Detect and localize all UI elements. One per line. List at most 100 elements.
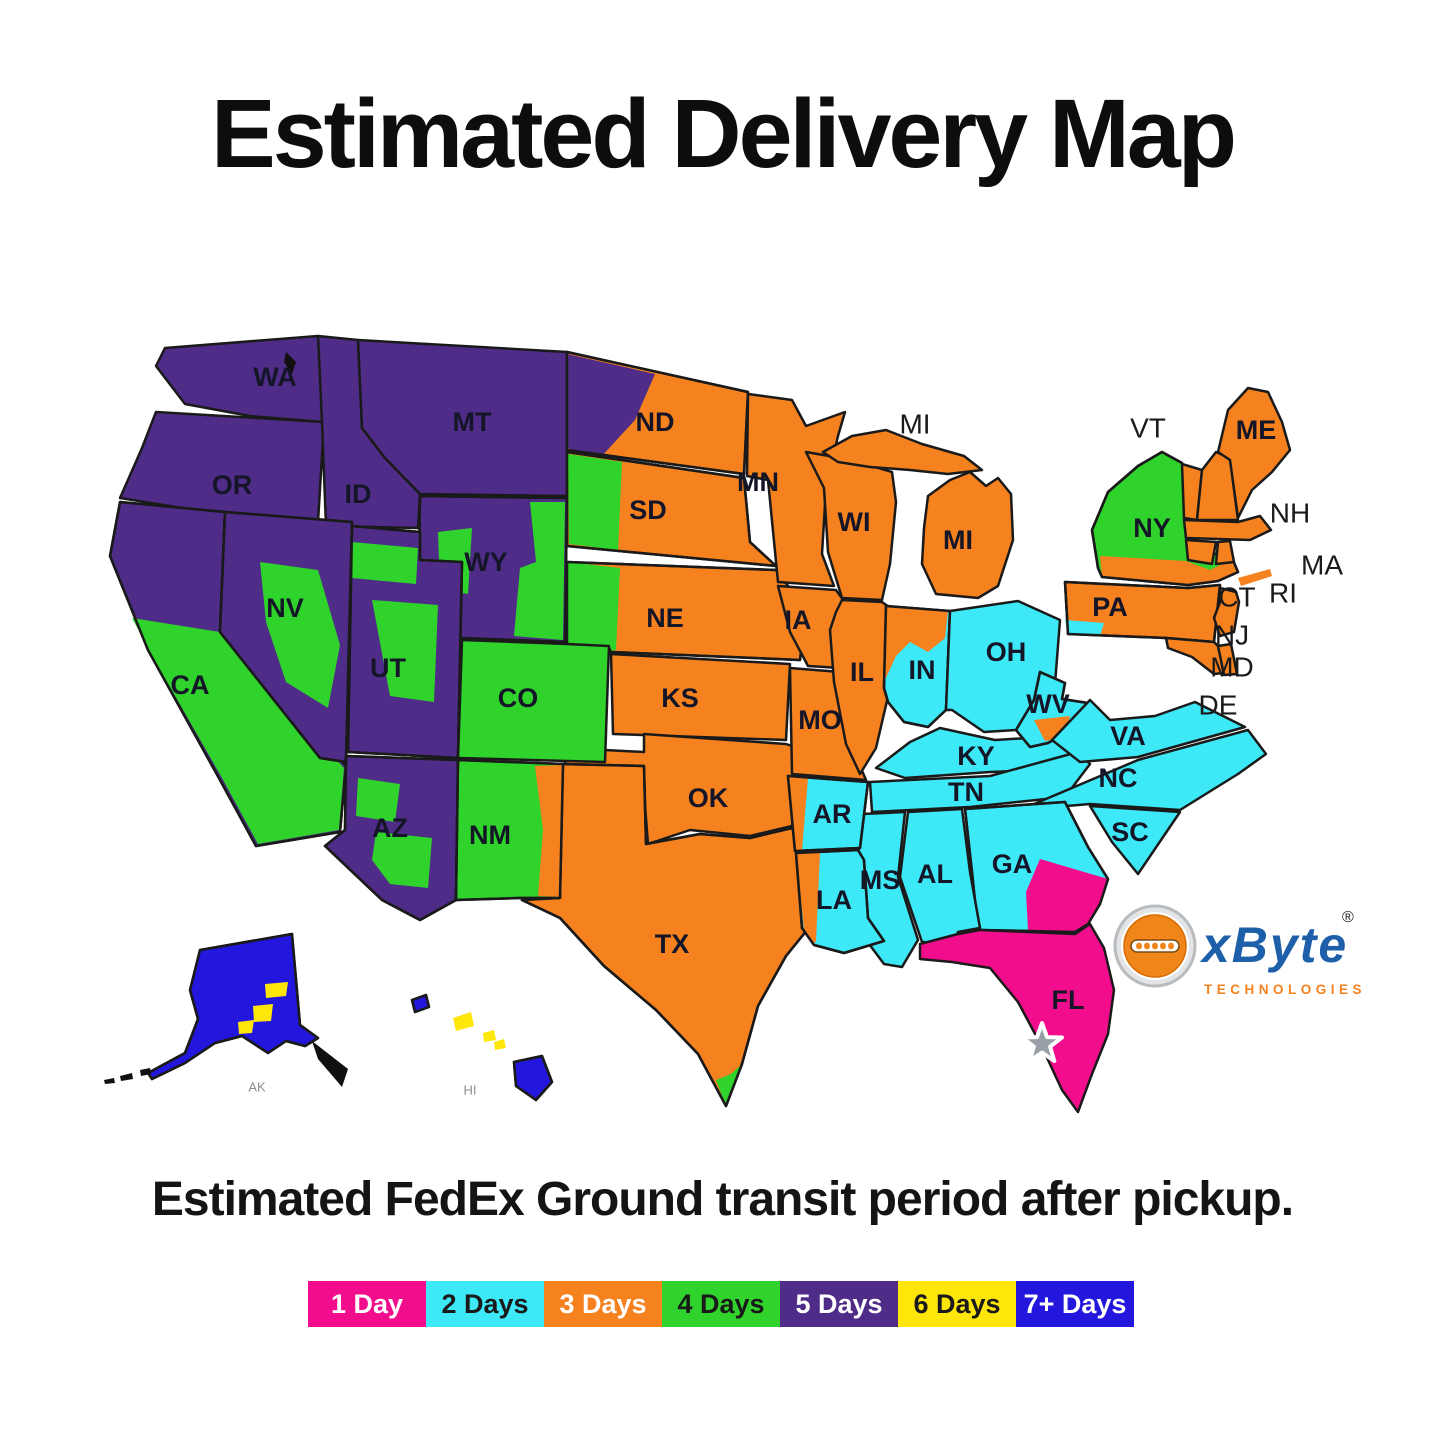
state-HI-outline [410, 993, 431, 1014]
state-label-IN: IN [909, 655, 936, 685]
state-HI [512, 1054, 554, 1102]
state-LA-outline [794, 848, 886, 955]
state-label-KS: KS [661, 683, 699, 713]
island-decor [284, 352, 296, 374]
xbyte-logo-bead-icon [1136, 942, 1142, 950]
state-VA [1050, 698, 1247, 764]
state-label-VT: VT [1130, 413, 1166, 444]
state-FL [918, 922, 1116, 1114]
state-RI [1214, 539, 1236, 566]
state-label-MO: MO [798, 705, 842, 735]
state-UT-outline [346, 524, 464, 760]
state-label-NJ: NJ [1215, 620, 1249, 651]
page-title: Estimated Delivery Map [211, 79, 1237, 188]
origin-star-icon [1020, 1021, 1064, 1063]
state-label-MT: MT [453, 407, 492, 437]
state-ND-patch [567, 354, 655, 458]
state-NC [1018, 728, 1268, 812]
legend-item-6-days: 6 Days [898, 1281, 1016, 1327]
state-label-MS: MS [860, 865, 901, 895]
state-label-DE: DE [1199, 690, 1238, 721]
state-label-OR: OR [212, 470, 253, 500]
state-label-UT: UT [370, 653, 406, 683]
state-label-TX: TX [655, 929, 690, 959]
legend-item-4-days: 4 Days [662, 1281, 780, 1327]
xbyte-logo-subtitle: TECHNOLOGIES [1204, 982, 1366, 997]
state-AZ-patch [372, 832, 432, 888]
state-MI [920, 470, 1015, 600]
state-label-AK: AK [248, 1080, 266, 1095]
xbyte-logo-bead-icon [1144, 942, 1150, 950]
state-label-RI: RI [1269, 578, 1297, 609]
state-label-LA: LA [816, 885, 852, 915]
xbyte-logo-bead-icon [1168, 942, 1174, 950]
state-LA-patch [796, 853, 820, 944]
state-label-PA: PA [1092, 592, 1128, 622]
state-AL [898, 807, 982, 946]
state-NJ [1212, 586, 1241, 638]
state-SD-outline [565, 450, 778, 568]
island-decor [104, 1078, 115, 1084]
island-decor [120, 1073, 133, 1081]
state-NM-patch [535, 765, 563, 897]
state-label-AZ: AZ [372, 813, 408, 843]
state-label-NH: NH [1270, 498, 1310, 529]
state-label-SC: SC [1111, 817, 1149, 847]
state-TX-patch [716, 1064, 742, 1106]
state-CT [1184, 538, 1218, 566]
state-label-WV: WV [1026, 689, 1070, 719]
state-WV-outline [1014, 670, 1090, 749]
state-label-ME: ME [1236, 415, 1277, 445]
state-HI-outline [512, 1054, 554, 1102]
legend-item-1-days: 1 Day [308, 1281, 426, 1327]
state-NV-patch [260, 562, 340, 708]
caption: Estimated FedEx Ground transit period af… [151, 1173, 1294, 1226]
state-label-CA: CA [171, 670, 210, 700]
state-label-WI: WI [838, 507, 871, 537]
state-GA-patch [1026, 859, 1108, 933]
state-ME [1216, 386, 1292, 520]
state-label-MD: MD [1210, 652, 1254, 683]
state-label-OK: OK [688, 783, 729, 813]
state-HI-patch [483, 1030, 496, 1042]
state-label-IL: IL [850, 657, 874, 687]
state-AK [146, 932, 320, 1081]
state-NY-patch [1100, 556, 1238, 585]
legend: 1 Day 2 Days 3 Days 4 Days 5 Days 6 Days 7+ Da… [308, 1281, 1134, 1327]
xbyte-logo-bead-icon [1160, 942, 1166, 950]
state-AK-patch [253, 1004, 273, 1022]
map-container: xByte ® TECHNOLOGIES WA OR ID MT WY CA NV UT AZ ND SD… [90, 300, 1390, 1140]
state-label-GA: GA [992, 849, 1033, 879]
island-decor [312, 1041, 348, 1087]
state-MA [1182, 514, 1273, 542]
state-label-WY: WY [464, 547, 508, 577]
state-MI [821, 428, 984, 476]
state-CO [456, 638, 611, 764]
xbyte-logo-bead-icon [1152, 942, 1158, 950]
legend-item-3-days: 3 Days [544, 1281, 662, 1327]
state-NV-outline [218, 510, 354, 764]
state-label-ND: ND [636, 407, 675, 437]
state-SD-patch [568, 454, 622, 550]
state-label-NE: NE [646, 603, 684, 633]
state-AK-patch [265, 982, 288, 998]
state-label-MI: MI [899, 409, 930, 440]
state-AR-outline [786, 774, 870, 853]
state-UT-patch [352, 542, 418, 584]
state-TX-outline [520, 762, 814, 1108]
state-AR-patch [788, 776, 808, 850]
state-label-HI: HI [464, 1083, 477, 1098]
us-delivery-map: xByte® TECHNOLOGIES WA OR ID MT WY CA NV UT AZ ND SD… [104, 334, 1366, 1114]
state-label-FL: FL [1052, 985, 1085, 1015]
state-PA-patch [1065, 620, 1104, 636]
state-UT-patch [372, 600, 438, 702]
state-label-AR: AR [813, 799, 852, 829]
legend-item-5-days: 5 Days [780, 1281, 898, 1327]
state-label-ID: ID [345, 479, 372, 509]
state-CA-patch [132, 618, 344, 844]
state-WY-patch [514, 502, 565, 640]
legend-item-7plus-days: 7+ Days [1016, 1281, 1134, 1327]
state-SC [1088, 804, 1182, 876]
state-WA [154, 334, 326, 424]
